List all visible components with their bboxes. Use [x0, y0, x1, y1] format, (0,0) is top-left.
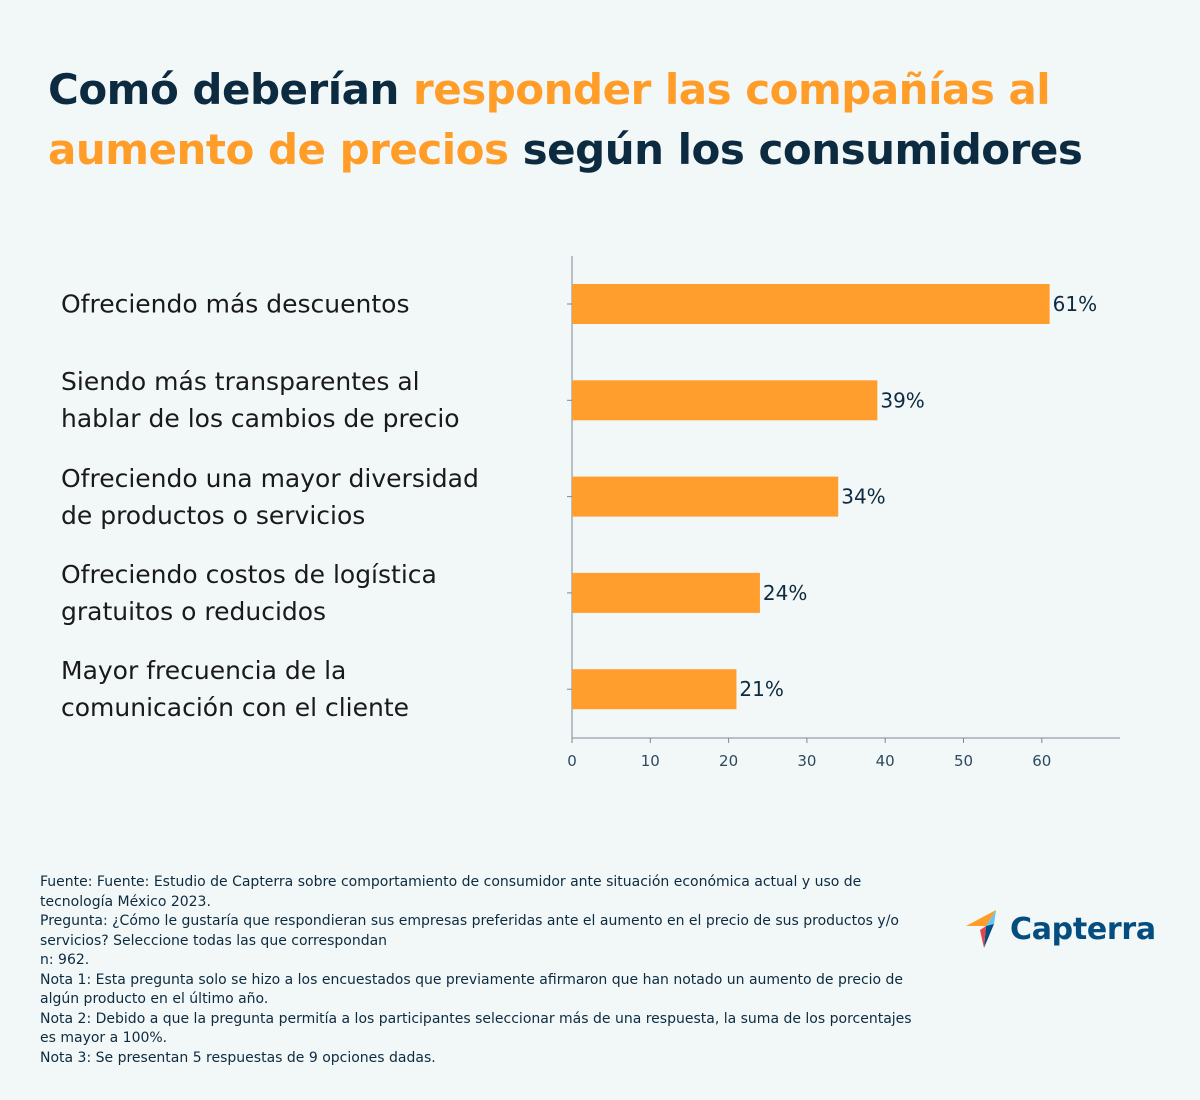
capterra-logo-text: Capterra: [1010, 911, 1156, 947]
footnote-note-3: Nota 3: Se presentan 5 respuestas de 9 o…: [40, 1049, 436, 1066]
footnote-question: Pregunta: ¿Cómo le gustaría que respondi…: [40, 913, 899, 949]
bar: [572, 284, 1050, 324]
category-label-line: Ofreciendo más descuentos: [61, 289, 410, 319]
category-label-line: comunicación con el cliente: [61, 693, 410, 723]
category-label-line: Mayor frecuencia de la: [61, 656, 347, 686]
title-accent: responder las compañías al aumento de pr…: [48, 65, 1051, 174]
category-label-line: Siendo más transparentes al: [61, 367, 420, 397]
x-tick-label: 30: [797, 752, 816, 770]
x-tick-label: 20: [719, 752, 738, 770]
footnote: Fuente: Fuente: Estudio de Capterra sobr…: [40, 873, 920, 1068]
x-tick-label: 0: [567, 752, 577, 770]
page-title: Comó deberían responder las compañías al…: [48, 60, 1168, 180]
category-label-line: Ofreciendo costos de logística: [61, 559, 437, 589]
footnote-sample-size: n: 962.: [40, 952, 90, 968]
title-part-3: según los consumidores: [508, 125, 1083, 174]
bar: [572, 669, 737, 710]
bar: [572, 380, 878, 421]
category-label: Siendo más transparentes al hablar de los…: [61, 363, 541, 437]
x-tick-label: 50: [954, 752, 973, 770]
capterra-logo-icon: [966, 910, 996, 948]
bar-value-label: 39%: [880, 388, 924, 412]
x-tick-label: 10: [641, 752, 660, 770]
category-label-line: hablar de los cambios de precio: [61, 404, 460, 434]
category-label: Mayor frecuencia de la comunicación con e…: [61, 652, 541, 726]
category-label-line: Ofreciendo una mayor diversidad: [61, 463, 479, 493]
bar-value-label: 21%: [739, 677, 783, 701]
bar-value-label: 24%: [763, 581, 807, 605]
footnote-note-2: Nota 2: Debido a que la pregunta permití…: [40, 1010, 912, 1047]
bar-value-label: 34%: [841, 485, 885, 509]
bar-value-label: 61%: [1053, 292, 1097, 316]
title-part-1: Comó deberían: [48, 65, 413, 114]
category-label-line: de productos o servicios: [61, 500, 366, 530]
x-tick-label: 40: [876, 752, 895, 770]
category-label: Ofreciendo una mayor diversidad de produc…: [61, 460, 541, 534]
category-label: Ofreciendo costos de logística gratuitos …: [61, 556, 541, 630]
capterra-logo: Capterra: [966, 908, 1156, 950]
footnote-note-1: Nota 1: Esta pregunta solo se hizo a los…: [40, 971, 904, 1008]
category-label: Ofreciendo más descuentos: [61, 286, 541, 323]
footnote-source: Fuente: Fuente: Estudio de Capterra sobr…: [40, 874, 862, 910]
x-tick-label: 60: [1032, 752, 1051, 770]
bar-chart: 0 10 20 30 40 50 60 61% 39% 34% 24% 21%: [567, 256, 1120, 770]
bar: [572, 572, 760, 613]
bar: [572, 476, 839, 517]
category-label-line: gratuitos o reducidos: [61, 596, 327, 626]
